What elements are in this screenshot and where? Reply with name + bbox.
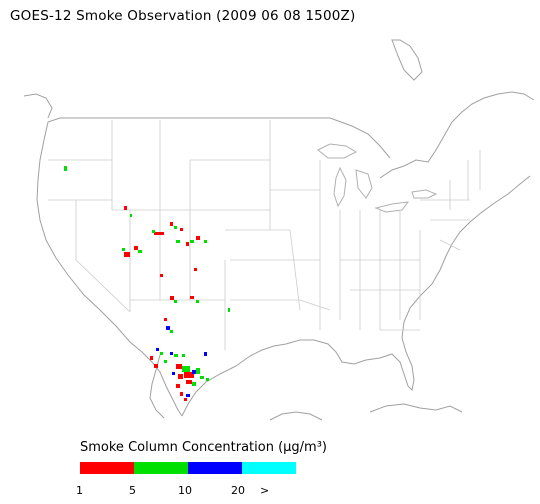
smoke-pixel	[192, 382, 196, 386]
smoke-pixel	[180, 392, 183, 396]
smoke-pixel	[228, 308, 230, 312]
smoke-pixel	[174, 226, 177, 229]
legend-tick-label: 5	[129, 484, 136, 497]
coastline	[23, 39, 535, 421]
legend-tick-label: 10	[178, 484, 192, 497]
smoke-pixel	[134, 246, 138, 250]
smoke-pixel	[182, 366, 190, 372]
smoke-pixels	[64, 166, 230, 401]
legend-tick-label: 20	[231, 484, 245, 497]
smoke-pixel	[178, 374, 183, 379]
smoke-pixel	[154, 232, 164, 235]
smoke-pixel	[166, 326, 170, 330]
legend-swatch	[242, 462, 296, 474]
smoke-pixel	[196, 368, 200, 374]
smoke-pixel	[150, 356, 153, 360]
smoke-pixel	[184, 398, 187, 401]
smoke-pixel	[176, 240, 180, 243]
great-lakes	[317, 143, 438, 213]
smoke-pixel	[182, 354, 185, 357]
smoke-pixel	[124, 206, 127, 210]
smoke-pixel	[138, 250, 142, 253]
smoke-pixel	[174, 300, 177, 303]
legend-swatch	[134, 462, 188, 474]
smoke-pixel	[196, 300, 199, 303]
smoke-pixel	[170, 330, 173, 333]
legend-color-bar	[80, 462, 296, 474]
smoke-pixel	[130, 214, 132, 217]
smoke-pixel	[64, 166, 67, 171]
map-title: GOES-12 Smoke Observation (2009 06 08 15…	[10, 8, 356, 24]
legend-tick-label: 1	[76, 484, 83, 497]
smoke-pixel	[160, 352, 163, 355]
smoke-pixel	[174, 354, 178, 357]
smoke-pixel	[154, 364, 158, 368]
legend-swatch	[80, 462, 134, 474]
smoke-pixel	[164, 360, 167, 363]
smoke-pixel	[190, 296, 194, 299]
smoke-pixel	[160, 274, 163, 277]
smoke-pixel	[176, 364, 182, 369]
smoke-pixel	[164, 318, 167, 321]
smoke-pixel	[156, 348, 159, 351]
smoke-pixel	[186, 380, 192, 384]
smoke-pixel	[186, 242, 189, 246]
smoke-pixel	[170, 296, 174, 300]
smoke-pixel	[196, 236, 200, 240]
state-borders	[48, 120, 481, 350]
legend-overflow-label: >	[260, 484, 270, 497]
smoke-pixel	[186, 394, 190, 397]
smoke-pixel	[176, 384, 180, 388]
smoke-pixel	[204, 240, 207, 243]
smoke-pixel	[170, 352, 173, 355]
smoke-pixel	[184, 372, 194, 378]
smoke-pixel	[200, 376, 204, 379]
smoke-pixel	[180, 228, 183, 231]
smoke-pixel	[190, 240, 194, 243]
smoke-pixel	[204, 352, 207, 356]
smoke-pixel	[124, 252, 130, 257]
smoke-pixel	[152, 230, 155, 233]
legend-title: Smoke Column Concentration (μg/m³)	[80, 440, 327, 455]
legend-swatch	[188, 462, 242, 474]
smoke-pixel	[194, 268, 197, 271]
smoke-pixel	[122, 248, 125, 251]
smoke-pixel	[170, 222, 173, 226]
smoke-pixel	[206, 378, 209, 381]
smoke-pixel	[172, 372, 175, 375]
smoke-pixel	[192, 370, 196, 374]
